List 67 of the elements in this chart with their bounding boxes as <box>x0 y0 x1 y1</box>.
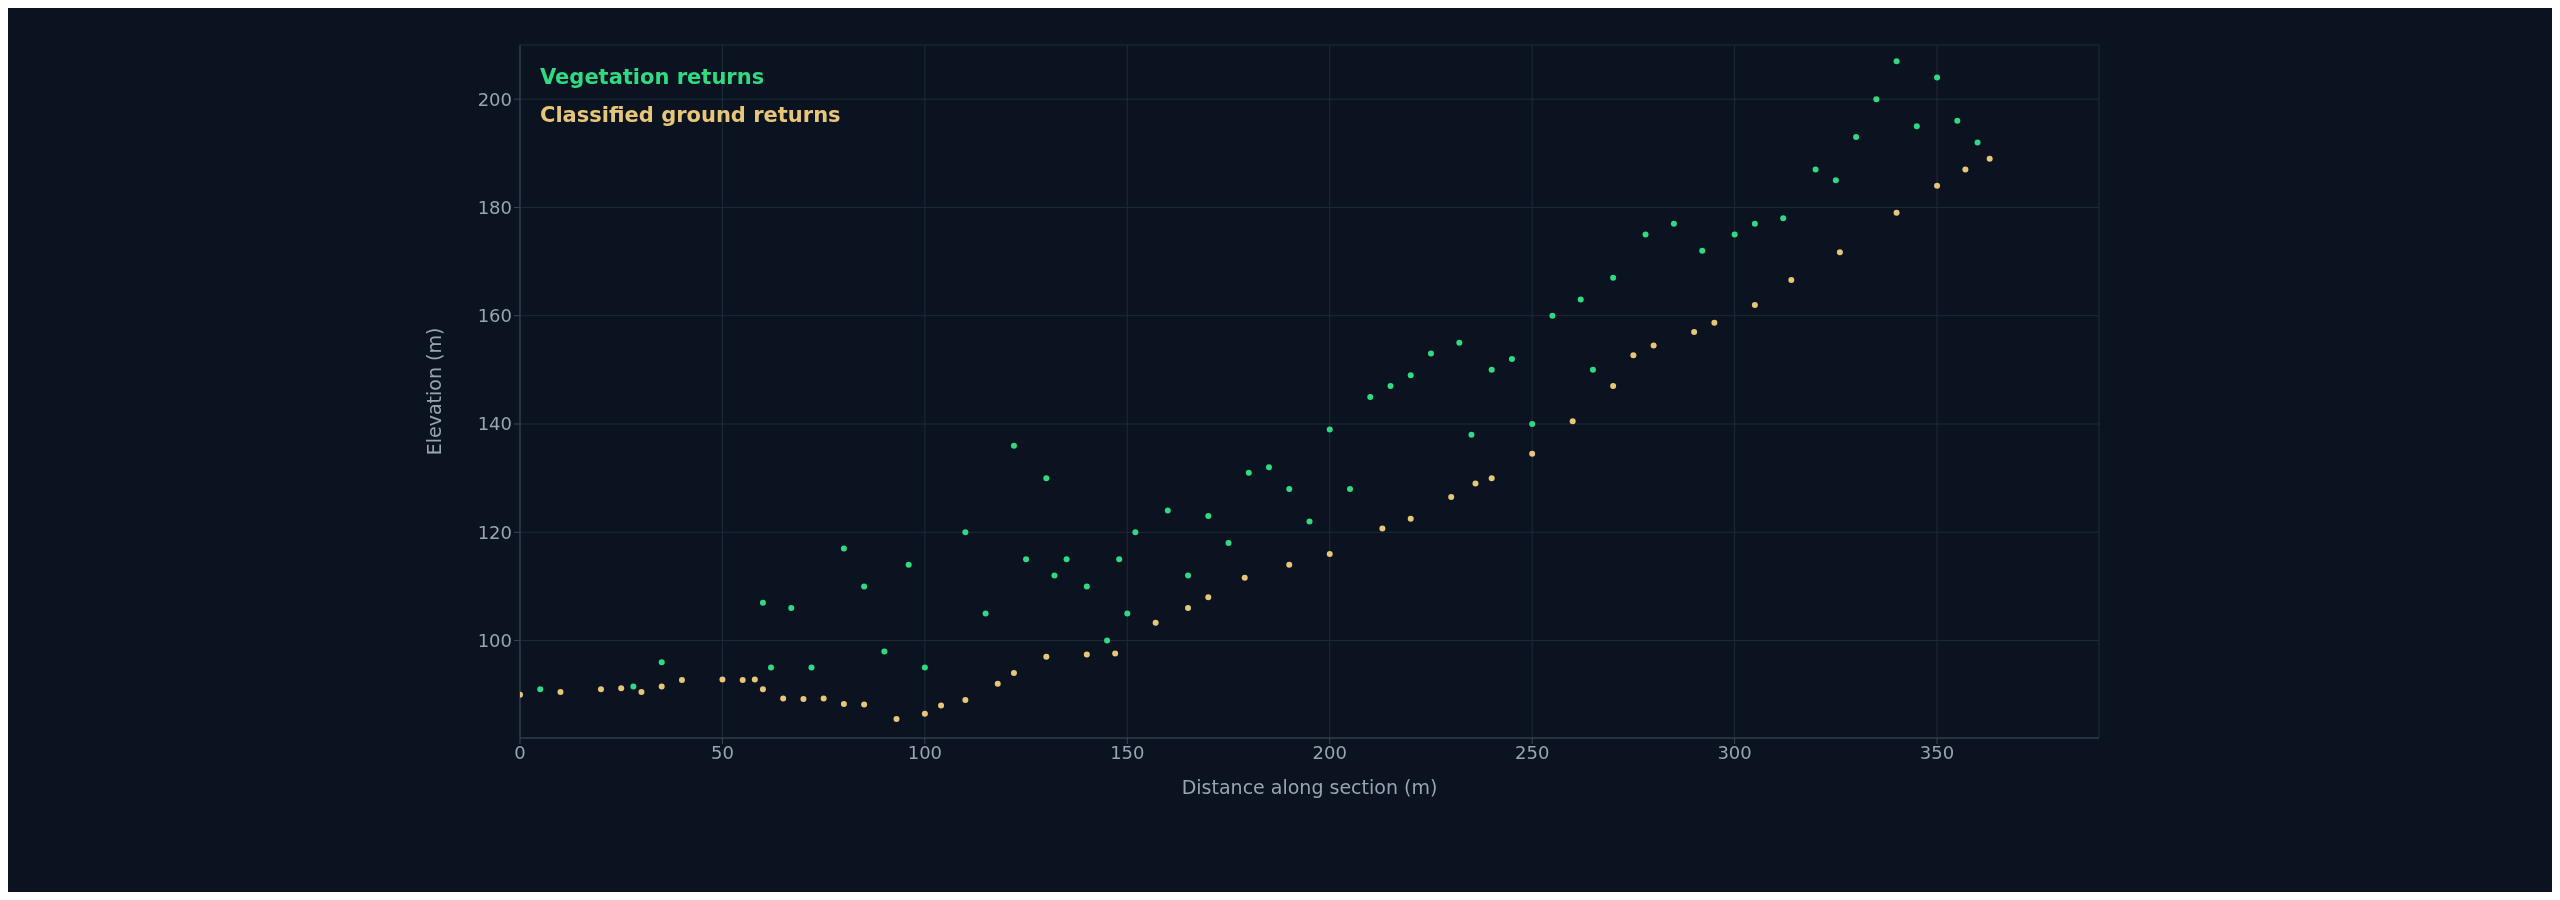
y-tick-label: 100 <box>477 629 512 651</box>
point <box>1934 182 1941 189</box>
point <box>1650 342 1657 349</box>
point <box>1010 670 1017 677</box>
y-tick-label: 200 <box>477 88 512 110</box>
x-tick-label: 50 <box>710 741 734 763</box>
point <box>893 716 900 723</box>
point <box>820 695 827 702</box>
point <box>780 695 787 702</box>
point <box>962 697 969 704</box>
point <box>1379 525 1386 532</box>
point <box>1407 515 1414 522</box>
y-tick-label: 160 <box>477 305 512 327</box>
point <box>1205 594 1212 601</box>
x-tick-label: 200 <box>1312 741 1347 763</box>
point <box>861 701 868 708</box>
point <box>618 685 625 692</box>
x-tick-label: 100 <box>907 741 943 763</box>
y-axis-title: Elevation (m) <box>422 327 445 456</box>
point <box>1448 494 1455 501</box>
point <box>1185 605 1192 612</box>
text: Classified ground returns <box>540 102 841 129</box>
point <box>1630 352 1637 359</box>
y-tick-label: 140 <box>477 413 512 435</box>
point <box>1569 418 1576 425</box>
point <box>759 686 766 693</box>
point <box>597 686 604 693</box>
point <box>1711 319 1718 326</box>
point <box>921 710 928 717</box>
point <box>1488 475 1495 482</box>
point <box>1472 480 1479 487</box>
point <box>1152 619 1159 626</box>
point <box>1529 450 1536 457</box>
point <box>1691 328 1698 335</box>
point <box>1326 550 1333 557</box>
point <box>938 702 945 709</box>
x-tick-label: 0 <box>514 741 526 763</box>
point <box>994 680 1001 687</box>
x-tick-label: 300 <box>1717 741 1752 763</box>
point <box>800 696 807 703</box>
point <box>840 700 847 707</box>
point <box>557 688 564 695</box>
point <box>1893 209 1900 216</box>
point <box>1286 561 1293 568</box>
point <box>751 676 758 683</box>
point <box>1788 276 1795 283</box>
x-tick-label: 150 <box>1110 741 1145 763</box>
point <box>1986 155 1993 162</box>
point <box>658 683 665 690</box>
point <box>1043 653 1050 660</box>
point <box>1083 651 1090 658</box>
point <box>719 676 726 683</box>
point <box>739 677 746 684</box>
text: Vegetation returns <box>540 64 766 91</box>
point <box>1962 166 1969 173</box>
x-tick-label: 250 <box>1515 741 1550 763</box>
point <box>1112 650 1119 657</box>
point <box>1241 574 1248 581</box>
point <box>1610 383 1617 390</box>
point <box>1751 301 1758 308</box>
y-tick-label: 180 <box>477 196 512 218</box>
y-tick-label: 120 <box>477 521 512 543</box>
point <box>1836 249 1843 256</box>
x-tick-label: 350 <box>1919 741 1955 763</box>
point <box>638 688 645 695</box>
x-axis-title: Distance along section (m) <box>1181 776 1438 798</box>
point <box>678 677 685 684</box>
